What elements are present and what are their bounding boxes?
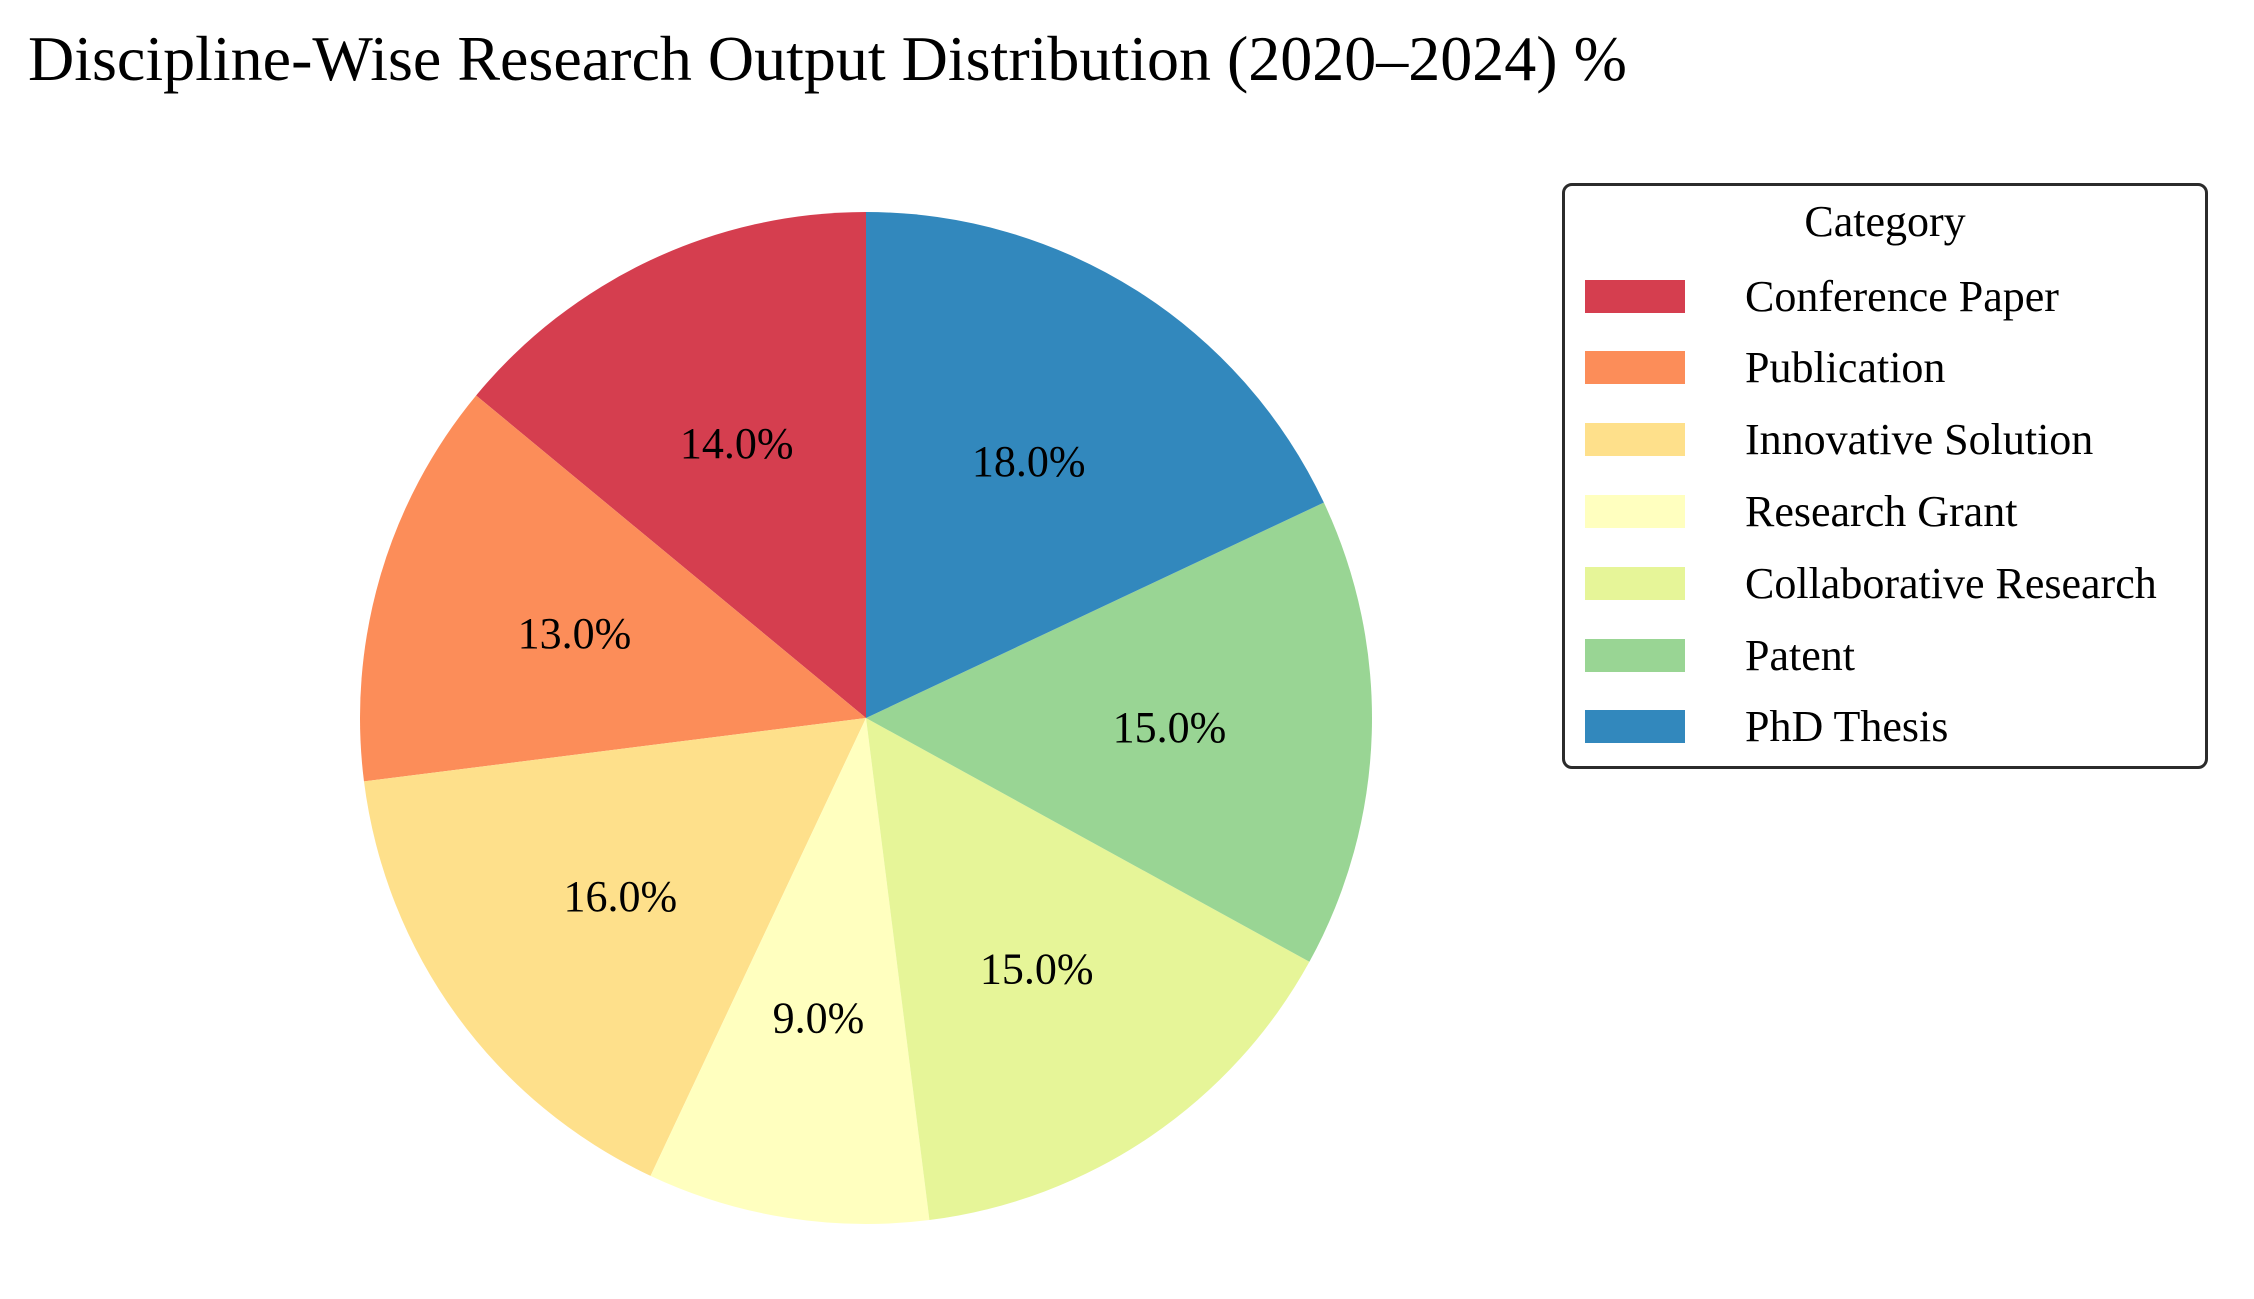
legend-swatch — [1585, 494, 1685, 528]
legend-swatch — [1585, 710, 1685, 744]
legend-item-publication: Publication — [1585, 343, 1945, 393]
pie-slice-patent — [866, 502, 1372, 962]
legend-label: Collaborative Research — [1745, 558, 2157, 608]
legend-label: Innovative Solution — [1745, 415, 2094, 465]
legend-item-innovative-solution: Innovative Solution — [1585, 415, 2093, 465]
legend-swatch — [1585, 638, 1685, 672]
pie-slices — [360, 212, 1372, 1224]
pie-slice-publication — [360, 395, 866, 782]
legend-item-research-grant: Research Grant — [1585, 486, 2017, 536]
legend-item-conference-paper: Conference Paper — [1585, 271, 2059, 321]
legend-swatch — [1585, 423, 1685, 457]
legend-swatch — [1585, 279, 1685, 313]
slice-label-innovative-solution: 16.0% — [564, 872, 678, 921]
legend: Category Conference Paper Publication Inno… — [1562, 183, 2208, 769]
legend-label: Research Grant — [1745, 486, 2018, 536]
legend-title: Category — [1804, 197, 1966, 246]
slice-label-research-grant: 9.0% — [773, 993, 865, 1042]
legend-swatch — [1585, 566, 1685, 600]
pie-slice-conference-paper — [476, 212, 866, 718]
legend-label: Publication — [1745, 343, 1946, 393]
legend-label: Conference Paper — [1745, 271, 2059, 321]
legend-item-phd-thesis: PhD Thesis — [1585, 702, 1948, 752]
legend-item-patent: Patent — [1585, 630, 1855, 680]
legend-label: Patent — [1745, 630, 1855, 680]
slice-label-publication: 13.0% — [518, 609, 632, 658]
legend-swatch — [1585, 351, 1685, 385]
chart-title: Discipline-Wise Research Output Distribu… — [28, 23, 1627, 94]
pie-slice-collaborative-research — [866, 718, 1310, 1221]
slice-label-conference-paper: 14.0% — [680, 419, 794, 468]
pie-labels: 14.0% 13.0% 16.0% 9.0% 15.0% 15.0% 18.0% — [518, 419, 1227, 1043]
legend-label: PhD Thesis — [1745, 702, 1949, 752]
slice-label-patent: 15.0% — [1113, 703, 1227, 752]
pie-slice-innovative-solution — [363, 718, 866, 1176]
slice-label-phd-thesis: 18.0% — [972, 437, 1086, 486]
slice-label-collaborative-research: 15.0% — [980, 945, 1094, 994]
pie-slice-phd-thesis — [866, 212, 1324, 718]
legend-item-collaborative-research: Collaborative Research — [1585, 558, 2157, 608]
pie-slice-research-grant — [650, 718, 930, 1224]
